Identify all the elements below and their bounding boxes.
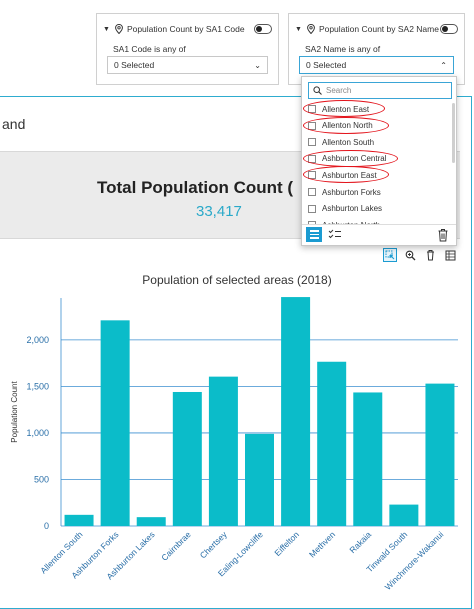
bar[interactable] [100, 320, 130, 526]
list-view-button[interactable] [306, 227, 322, 242]
sa2-filter-title: Population Count by SA2 Name [318, 24, 439, 34]
sa1-select-value: 0 Selected [114, 60, 155, 70]
sa2-filter-label: SA2 Name is any of [305, 44, 381, 54]
sa2-filter-panel: ▼ Population Count by SA2 Name SA2 Name … [288, 13, 465, 85]
red-annotation-circle [303, 100, 385, 117]
indicator-title: Total Population Count ( [97, 178, 294, 197]
sa1-filter-header[interactable]: ▼ Population Count by SA1 Code [103, 22, 272, 36]
checkbox[interactable] [308, 188, 316, 196]
dropdown-item-label: Allenton South [322, 137, 375, 147]
checkbox[interactable] [308, 138, 316, 147]
dropdown-item[interactable]: Ashburton Lakes [308, 202, 382, 216]
bar[interactable] [64, 514, 94, 526]
sa2-filter-header[interactable]: ▼ Population Count by SA2 Name [295, 22, 458, 36]
sa1-filter-panel: ▼ Population Count by SA1 Code SA1 Code … [96, 13, 279, 85]
red-annotation-circle [303, 149, 398, 167]
search-icon [313, 86, 322, 95]
bar[interactable] [389, 504, 419, 526]
x-tick-label: Eiffelton [272, 529, 301, 558]
chevron-down-icon: ⌄ [254, 60, 261, 70]
checklist-icon[interactable] [328, 228, 342, 242]
chart-title: Population of selected areas (2018) [142, 273, 332, 287]
red-annotation-circle [303, 166, 390, 184]
x-tick-label: Cairnbrae [159, 529, 193, 563]
y-tick-label: 1,000 [26, 428, 49, 438]
sa2-select-value: 0 Selected [306, 60, 347, 70]
select-mode-icon[interactable] [383, 248, 397, 262]
sa1-filter-title: Population Count by SA1 Code [126, 24, 245, 34]
dropdown-scrollbar[interactable] [452, 103, 455, 163]
y-tick-label: 1,500 [26, 381, 49, 391]
y-axis-label: Population Count [10, 381, 19, 443]
bar[interactable] [317, 361, 347, 526]
dropdown-item[interactable]: Ashburton Forks [308, 185, 381, 199]
x-tick-label: Rakaia [347, 529, 373, 555]
bar[interactable] [281, 297, 311, 526]
indicator-value: 33,417 [196, 203, 242, 220]
x-tick-label: Chertsey [198, 529, 230, 561]
dropdown-item-label: Ashburton Forks [322, 187, 381, 197]
sa2-dropdown-list: Search Allenton East Allenton North Allent… [301, 76, 457, 246]
bar[interactable] [172, 391, 202, 526]
chevron-up-icon: ⌃ [440, 60, 447, 70]
y-tick-label: 0 [44, 521, 49, 531]
bar[interactable] [245, 433, 274, 526]
map-pin-icon [307, 24, 315, 34]
bar[interactable] [136, 517, 166, 526]
sa1-filter-label: SA1 Code is any of [113, 44, 186, 54]
checkbox[interactable] [308, 204, 316, 213]
bar[interactable] [208, 376, 238, 526]
chart-toolbar [383, 248, 457, 262]
dropdown-search-input[interactable]: Search [308, 82, 452, 99]
y-tick-label: 500 [34, 474, 49, 484]
y-tick-label: 2,000 [26, 335, 49, 345]
search-placeholder: Search [326, 86, 352, 95]
map-pin-icon [115, 24, 123, 34]
collapse-caret-icon[interactable]: ▼ [103, 25, 110, 33]
dropdown-footer [302, 224, 456, 245]
bar[interactable] [353, 392, 383, 526]
dropdown-item[interactable]: Allenton South [308, 135, 374, 149]
sa2-filter-toggle[interactable] [440, 24, 458, 34]
sa1-filter-toggle[interactable] [254, 24, 272, 34]
x-tick-label: Methven [307, 529, 337, 559]
red-annotation-circle [303, 116, 390, 134]
trash-icon[interactable] [437, 228, 449, 242]
partial-heading: and [2, 116, 26, 132]
dropdown-item-label: Ashburton Lakes [322, 204, 383, 214]
collapse-caret-icon[interactable]: ▼ [295, 25, 302, 33]
sa2-select[interactable]: 0 Selected ⌃ [299, 56, 454, 74]
zoom-icon[interactable] [403, 248, 417, 262]
table-view-icon[interactable] [443, 248, 457, 262]
clear-selection-icon[interactable] [423, 248, 437, 262]
sa1-select[interactable]: 0 Selected ⌄ [107, 56, 268, 74]
bar[interactable] [425, 383, 455, 526]
